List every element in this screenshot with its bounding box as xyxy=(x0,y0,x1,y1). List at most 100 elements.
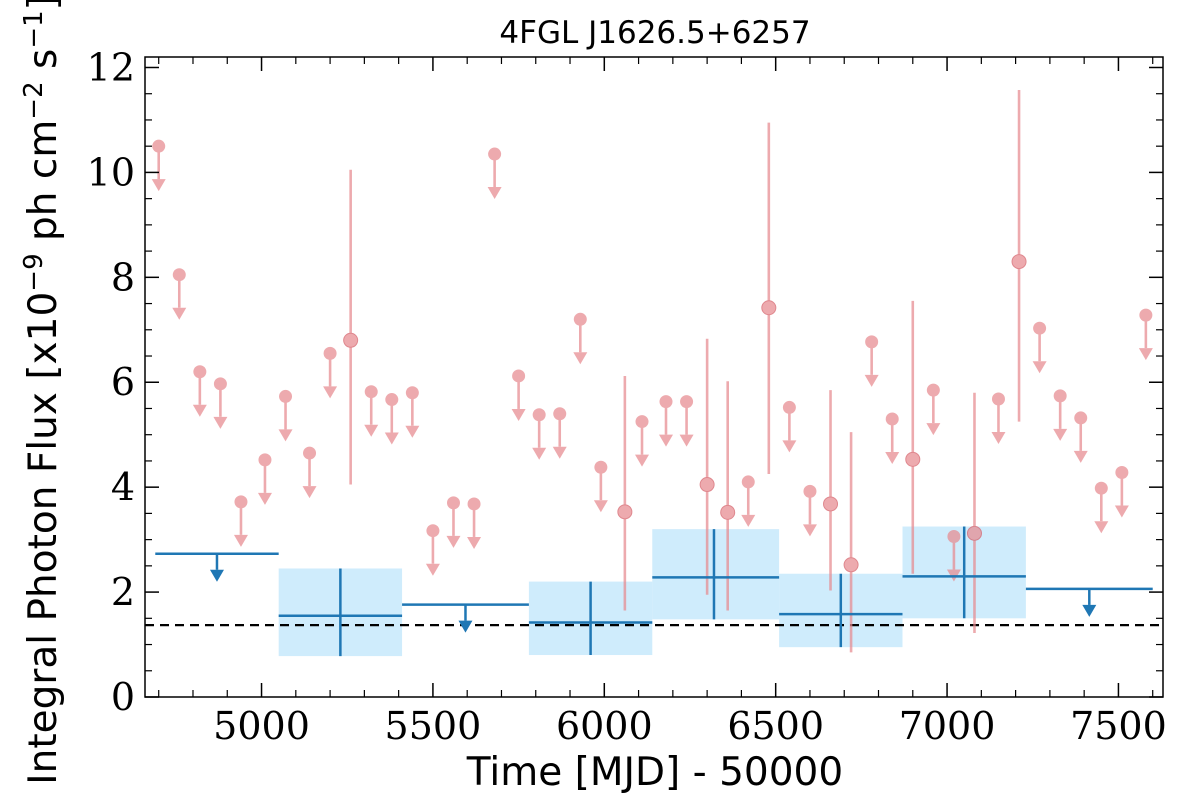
upper-limit-marker xyxy=(782,400,797,453)
upper-limit-point xyxy=(193,365,207,379)
fine-binned-series xyxy=(151,90,1153,653)
upper-limit-point xyxy=(680,395,694,409)
upper-limit-marker xyxy=(364,385,379,437)
upper-limit-arrowhead xyxy=(782,440,797,453)
upper-limit-arrowhead xyxy=(991,432,1006,445)
upper-limit-marker xyxy=(802,484,817,537)
y-tick-label: 4 xyxy=(111,465,135,509)
upper-limit-marker xyxy=(511,369,526,421)
upper-limit-point xyxy=(323,346,337,360)
detection-point xyxy=(720,504,736,520)
upper-limit-arrowhead xyxy=(172,307,187,320)
upper-limit-marker xyxy=(323,346,338,399)
upper-limit-marker xyxy=(1114,465,1129,518)
coarse-upper-limit-arrowhead xyxy=(209,569,224,582)
upper-limit-marker xyxy=(278,389,293,442)
upper-limit-marker xyxy=(926,383,941,436)
upper-limit-point xyxy=(1074,411,1088,425)
upper-limit-arrowhead xyxy=(573,352,588,365)
detection-point xyxy=(343,332,359,348)
detection-marker xyxy=(699,338,715,595)
upper-limit-point xyxy=(803,484,817,498)
axis-ticks: 5000 5500 6000 6500 7000 7500 0 2 4 6 8 10 12 xyxy=(87,45,1167,748)
upper-limit-point xyxy=(991,392,1005,406)
upper-limit-point xyxy=(172,268,186,282)
upper-limit-arrowhead xyxy=(257,492,272,505)
upper-limit-marker xyxy=(991,392,1006,445)
upper-limit-marker xyxy=(885,412,900,464)
upper-limit-arrowhead xyxy=(364,424,379,437)
x-tick-label: 6500 xyxy=(727,704,824,748)
upper-limit-arrowhead xyxy=(658,434,673,447)
y-tick-label: 10 xyxy=(87,150,135,194)
upper-limit-marker xyxy=(192,365,207,417)
upper-limit-marker xyxy=(1138,308,1153,361)
upper-limit-point xyxy=(213,377,227,391)
y-tick-label: 8 xyxy=(111,255,135,299)
upper-limit-arrowhead xyxy=(405,425,420,438)
upper-limit-arrowhead xyxy=(741,514,756,527)
upper-limit-marker xyxy=(302,446,317,499)
x-tick-label: 5000 xyxy=(213,704,310,748)
upper-limit-arrowhead xyxy=(511,408,526,421)
upper-limit-point xyxy=(279,389,293,403)
upper-limit-arrowhead xyxy=(1138,348,1153,361)
upper-limit-marker xyxy=(573,312,588,365)
upper-limit-marker xyxy=(1032,321,1047,374)
x-tick-label: 7500 xyxy=(1070,704,1167,748)
upper-limit-arrowhead xyxy=(1114,505,1129,518)
upper-limit-marker xyxy=(635,415,650,467)
upper-limit-marker xyxy=(213,377,228,429)
upper-limit-arrowhead xyxy=(679,434,694,447)
detection-marker xyxy=(843,432,859,653)
upper-limit-point xyxy=(303,446,317,460)
upper-limit-arrowhead xyxy=(532,447,547,460)
upper-limit-point xyxy=(258,453,272,467)
detection-point xyxy=(1011,254,1027,270)
upper-limit-arrowhead xyxy=(1032,361,1047,374)
detection-marker xyxy=(761,122,777,475)
upper-limit-marker xyxy=(405,386,420,438)
detection-marker xyxy=(966,392,982,633)
upper-limit-point xyxy=(1139,308,1153,322)
upper-limit-arrowhead xyxy=(926,423,941,436)
upper-limit-marker xyxy=(1073,411,1088,463)
upper-limit-point xyxy=(488,147,502,161)
upper-limit-marker xyxy=(741,475,756,527)
upper-limit-marker xyxy=(1094,481,1109,534)
x-tick-label: 5500 xyxy=(385,704,482,748)
upper-limit-marker xyxy=(864,335,879,387)
y-tick-label: 0 xyxy=(111,675,135,719)
upper-limit-marker xyxy=(257,453,272,505)
y-axis-label: Integral Photon Flux [x10−9 ph cm−2 s−1] xyxy=(19,0,66,785)
upper-limit-marker xyxy=(233,495,248,547)
upper-limit-marker xyxy=(467,497,482,549)
upper-limit-arrowhead xyxy=(151,179,166,192)
detection-point xyxy=(823,496,839,512)
upper-limit-arrowhead xyxy=(552,446,567,459)
upper-limit-arrowhead xyxy=(446,535,461,548)
upper-limit-arrowhead xyxy=(278,429,293,442)
y-tick-label: 12 xyxy=(87,45,135,89)
upper-limit-arrowhead xyxy=(487,187,502,200)
upper-limit-point xyxy=(947,529,961,543)
upper-limit-arrowhead xyxy=(302,486,317,499)
upper-limit-arrowhead xyxy=(885,451,900,464)
upper-limit-point xyxy=(467,497,481,511)
upper-limit-marker xyxy=(658,395,673,447)
upper-limit-arrowhead xyxy=(802,524,817,537)
detection-marker xyxy=(343,169,359,485)
y-tick-label: 6 xyxy=(111,360,135,404)
upper-limit-arrowhead xyxy=(233,534,248,547)
coarse-upper-limit-arrowhead xyxy=(1082,604,1097,617)
upper-limit-point xyxy=(152,139,166,153)
upper-limit-arrowhead xyxy=(192,404,207,417)
upper-limit-point xyxy=(512,369,526,383)
upper-limit-marker xyxy=(151,139,166,192)
x-tick-label: 6000 xyxy=(556,704,653,748)
coarse-uncertainty-band xyxy=(652,529,780,620)
upper-limit-arrowhead xyxy=(1053,428,1068,441)
detection-point xyxy=(843,557,859,573)
upper-limit-arrowhead xyxy=(864,374,879,387)
